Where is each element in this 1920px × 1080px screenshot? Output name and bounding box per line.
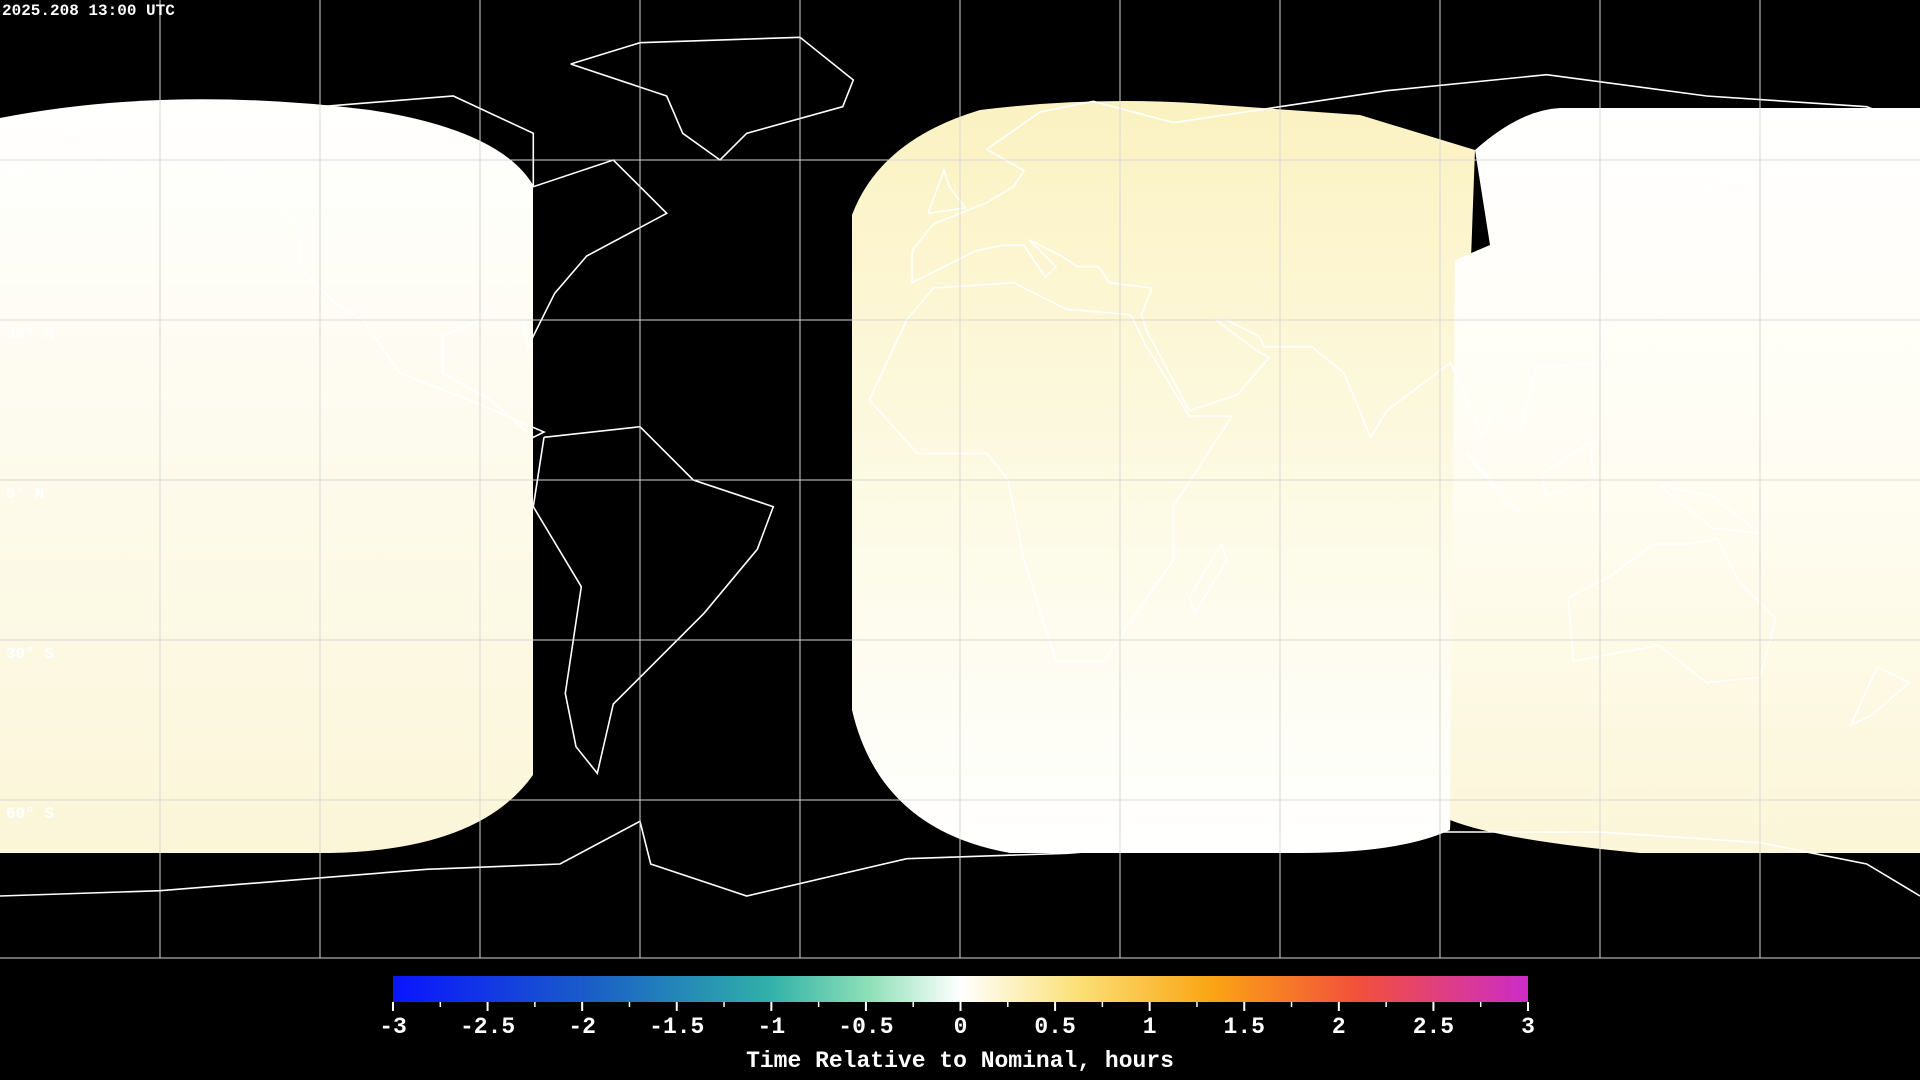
colorbar-tick-label: -3 — [379, 1014, 407, 1040]
colorbar-tick-label: -1.5 — [649, 1014, 704, 1040]
coverage-west — [0, 99, 533, 854]
coastline — [927, 168, 967, 215]
colorbar-tick-label: 0 — [954, 1014, 968, 1040]
colorbar-label: Time Relative to Nominal, hours — [746, 1048, 1174, 1074]
coastline — [570, 36, 855, 162]
coastlines — [0, 36, 1920, 897]
colorbar-tick-label: -2 — [568, 1014, 596, 1040]
lat-label: 30° N — [6, 325, 54, 343]
coastline — [1849, 665, 1911, 728]
colorbar-tick-label: 0.5 — [1034, 1014, 1075, 1040]
colorbar-tick-label: -0.5 — [838, 1014, 893, 1040]
colorbar-tick-label: 2.5 — [1413, 1014, 1454, 1040]
coastline — [63, 95, 669, 439]
colorbar — [393, 976, 1528, 1002]
coastline — [1567, 537, 1777, 684]
coastline — [532, 425, 775, 776]
colorbar-tick-label: 3 — [1521, 1014, 1535, 1040]
colorbar-tick-label: 1 — [1143, 1014, 1157, 1040]
graticule — [0, 0, 1920, 959]
coastline — [911, 73, 1920, 440]
coastline — [1188, 542, 1228, 614]
lat-label: 60° N — [6, 165, 54, 183]
lat-label: 0° N — [6, 485, 44, 503]
coastline — [0, 820, 1920, 897]
colorbar-tick-label: -1 — [758, 1014, 786, 1040]
coastline — [1658, 244, 1719, 316]
colorbar-tick-label: 1.5 — [1224, 1014, 1265, 1040]
lat-label: 60° S — [6, 805, 54, 823]
lat-label: 30° S — [6, 645, 54, 663]
colorbar-tick-label: 2 — [1332, 1014, 1346, 1040]
map-title: 2025.208 13:00 UTC — [2, 2, 175, 20]
coverage-center — [852, 101, 1475, 853]
colorbar-tick-label: -2.5 — [460, 1014, 515, 1040]
